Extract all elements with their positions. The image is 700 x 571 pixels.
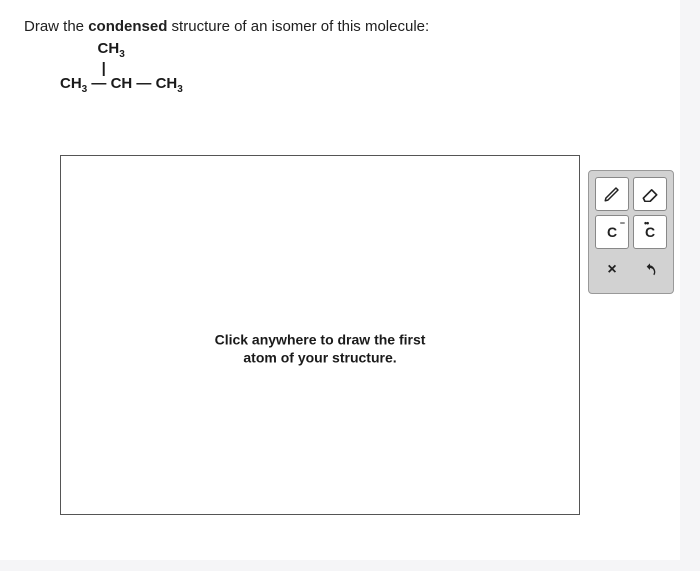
eraser-tool[interactable] [633, 177, 667, 211]
prompt-bold: condensed [88, 18, 167, 35]
undo-icon [642, 262, 658, 278]
carbon-ion-tool[interactable]: C− [595, 215, 629, 249]
drawing-canvas[interactable]: Click anywhere to draw the first atom of… [60, 155, 580, 515]
question-page: Draw the condensed structure of an isome… [0, 0, 680, 560]
question-prompt: Draw the condensed structure of an isome… [24, 18, 656, 35]
molecule-row-3: CH3 — CH — CH3 [60, 76, 656, 96]
prompt-before: Draw the [24, 18, 88, 35]
carbon-ion-label: C− [607, 224, 617, 240]
hint-line-2: atom of your structure. [243, 349, 396, 365]
molecule-row-2: | [60, 61, 656, 77]
clear-tool[interactable]: × [595, 253, 629, 287]
pencil-icon [603, 185, 621, 203]
undo-tool[interactable] [633, 253, 667, 287]
close-icon: × [607, 261, 616, 279]
molecule-row-1: CH3 [60, 41, 656, 61]
eraser-icon [640, 186, 660, 202]
pencil-tool[interactable] [595, 177, 629, 211]
carbon-radical-label: ••C [645, 224, 655, 240]
hint-line-1: Click anywhere to draw the first [215, 332, 426, 348]
toolbar: C− ••C × [588, 170, 674, 294]
prompt-after: structure of an isomer of this molecule: [167, 18, 429, 35]
molecule-structure: CH3 | CH3 — CH — CH3 [60, 41, 656, 96]
canvas-hint: Click anywhere to draw the first atom of… [215, 332, 426, 367]
carbon-radical-tool[interactable]: ••C [633, 215, 667, 249]
